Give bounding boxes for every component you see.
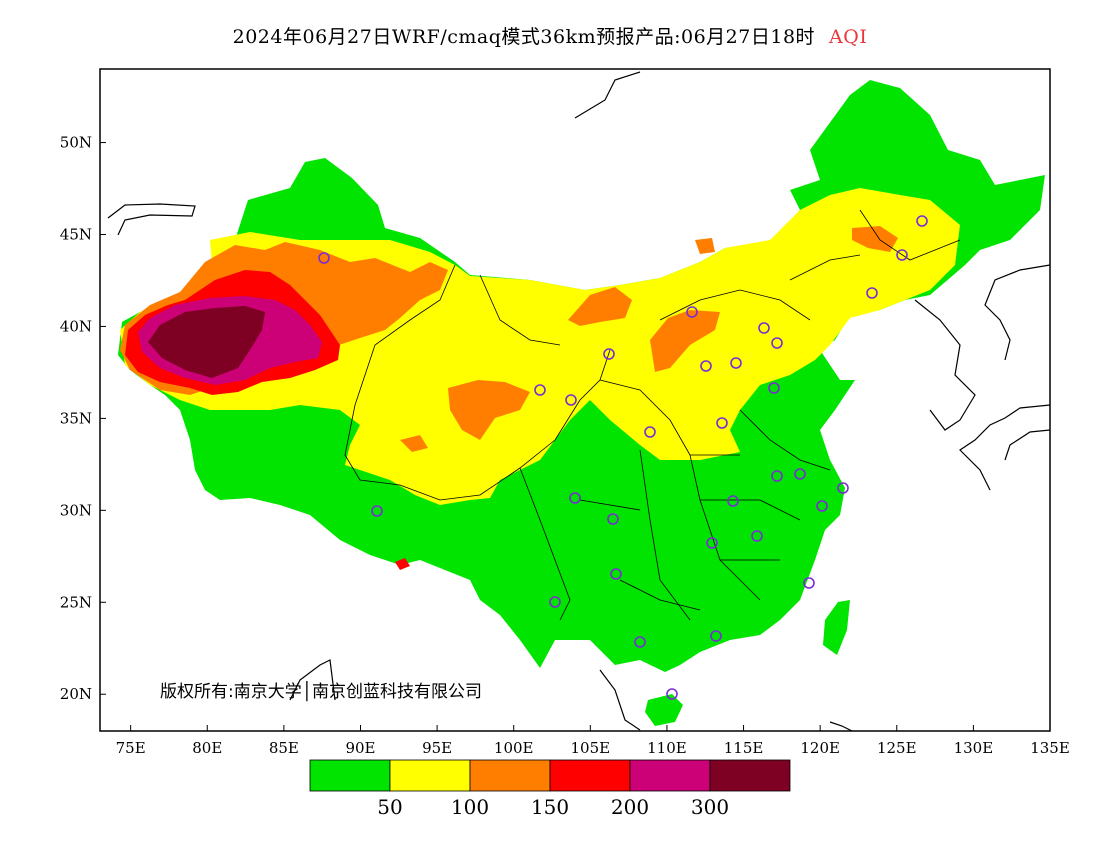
station-marker [371, 505, 383, 517]
title-text: 2024年06月27日WRF/cmaq模式36km预报产品:06月27日18时 [232, 26, 816, 48]
station-marker [768, 382, 780, 394]
aqi-region-sensitive-qinghai [448, 380, 530, 440]
station-marker [816, 500, 828, 512]
station-marker [607, 513, 619, 525]
longitude-tick-label: 85E [269, 739, 299, 757]
province-borders [344, 209, 961, 621]
map-body: 版权所有:南京大学│南京创蓝科技有限公司 [107, 71, 1050, 731]
station-marker [644, 426, 656, 438]
station-marker [706, 537, 718, 549]
legend-level-label: 200 [611, 795, 649, 819]
latitude-tick-label: 50N [60, 134, 92, 152]
longitude-tick-label: 130E [954, 739, 994, 757]
station-marker [700, 360, 712, 372]
station-marker [866, 287, 878, 299]
longitude-tick-label: 135E [1030, 739, 1070, 757]
longitude-tick-label: 125E [877, 739, 917, 757]
aqi-region-taiwan [823, 600, 850, 655]
station-marker [666, 688, 678, 700]
station-marker [727, 495, 739, 507]
aqi-region-sensitive-northeast [852, 226, 898, 252]
map-title: 2024年06月27日WRF/cmaq模式36km预报产品:06月27日18时 A… [0, 22, 1100, 49]
longitude-tick-label: 75E [116, 739, 146, 757]
latitude-axis: 50N 45N 40N 35N 30N 25N 20N [60, 134, 106, 703]
latitude-tick-label: 30N [60, 501, 92, 519]
aqi-region-sensitive-innermongolia [568, 287, 632, 326]
station-marker [634, 636, 646, 648]
station-marker [803, 577, 815, 589]
station-marker [751, 530, 763, 542]
station-marker [916, 215, 928, 227]
station-markers [318, 215, 928, 700]
station-marker [771, 470, 783, 482]
station-marker [565, 394, 577, 406]
legend-swatch [309, 759, 391, 792]
station-marker [896, 249, 908, 261]
station-marker [771, 337, 783, 349]
station-marker [603, 348, 615, 360]
longitude-axis: 75E 80E 85E 90E 95E 100E 105E 110E 115E 120E 125E 1… [116, 725, 1070, 757]
station-marker [794, 468, 806, 480]
legend-swatch [629, 759, 711, 792]
station-marker [610, 568, 622, 580]
station-marker [686, 306, 698, 318]
station-marker [534, 384, 546, 396]
station-marker [730, 357, 742, 369]
longitude-tick-label: 100E [494, 739, 534, 757]
legend-level-label: 300 [691, 795, 729, 819]
aqi-region-unhealthy-south [395, 558, 410, 570]
longitude-tick-label: 90E [345, 739, 375, 757]
legend-swatch [549, 759, 631, 792]
aqi-region-sensitive-tibet [400, 435, 428, 452]
latitude-tick-label: 35N [60, 409, 92, 427]
station-marker [569, 492, 581, 504]
aqi-region-sensitive-shanxi [650, 310, 720, 372]
aqi-legend: 50 100 150 200 300 [309, 759, 791, 819]
longitude-tick-label: 110E [647, 739, 687, 757]
coastlines [107, 71, 1050, 731]
copyright-text: 版权所有:南京大学│南京创蓝科技有限公司 [160, 681, 482, 702]
legend-swatch [709, 759, 791, 792]
title-variable: AQI [829, 26, 868, 48]
latitude-tick-label: 40N [60, 317, 92, 335]
latitude-tick-label: 20N [60, 685, 92, 703]
longitude-tick-label: 95E [422, 739, 452, 757]
station-marker [318, 252, 330, 264]
latitude-tick-label: 45N [60, 226, 92, 244]
latitude-tick-label: 25N [60, 593, 92, 611]
station-marker [710, 630, 722, 642]
aqi-region-hainan [645, 694, 683, 726]
legend-swatch [389, 759, 471, 792]
map-border [99, 68, 1051, 732]
station-marker [758, 322, 770, 334]
legend-swatch [469, 759, 551, 792]
aqi-region-sensitive-hebei [695, 238, 715, 254]
legend-level-label: 150 [531, 795, 569, 819]
longitude-tick-label: 105E [571, 739, 611, 757]
legend-level-label: 50 [377, 795, 402, 819]
legend-level-label: 100 [451, 795, 489, 819]
longitude-tick-label: 120E [800, 739, 840, 757]
station-marker [716, 417, 728, 429]
aqi-region-hazardous [148, 306, 265, 378]
longitude-tick-label: 80E [192, 739, 222, 757]
longitude-tick-label: 115E [724, 739, 764, 757]
station-marker [549, 596, 561, 608]
station-marker [837, 482, 849, 494]
